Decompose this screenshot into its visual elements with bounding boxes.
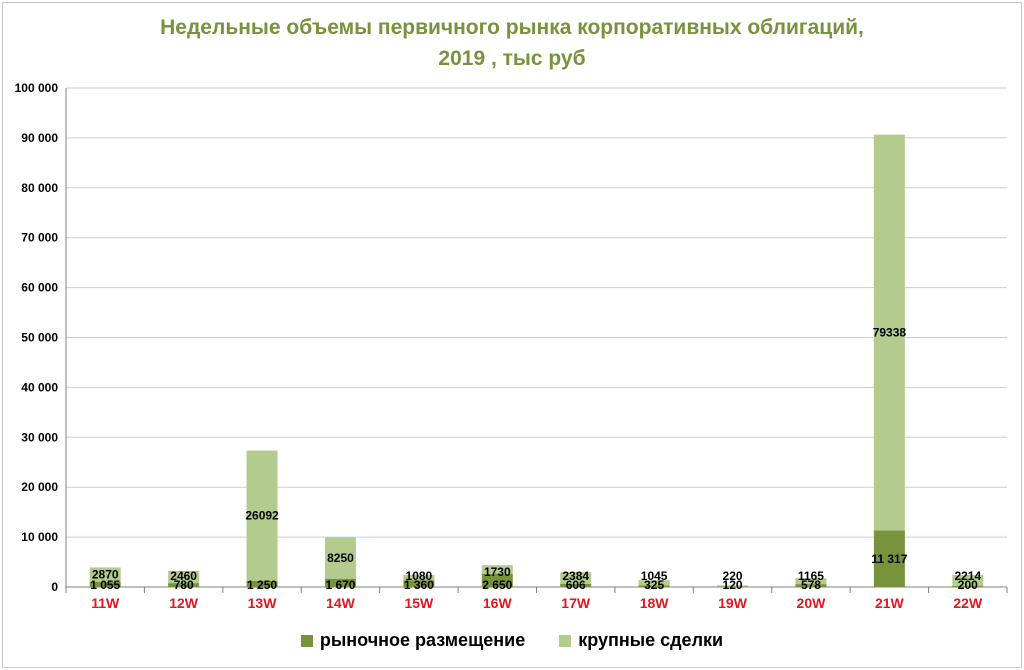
x-tick-label: 19W [718, 595, 748, 611]
bar-market-placement [168, 583, 200, 587]
bar-large-deals [481, 565, 513, 574]
legend-item-large: крупные сделки [559, 630, 723, 651]
y-tick-label: 100 000 [15, 81, 59, 95]
data-label-large: 2214 [954, 569, 981, 583]
y-tick-label: 20 000 [21, 480, 58, 494]
data-label-large: 26092 [245, 509, 279, 523]
bar-large-deals [246, 450, 278, 581]
data-label-large: 8250 [327, 551, 354, 565]
bar-large-deals [89, 567, 121, 582]
bar-market-placement [324, 578, 356, 587]
legend-label-market: рыночное размещение [319, 630, 526, 650]
data-label-market: 1 360 [404, 578, 434, 592]
x-tick-label: 15W [404, 595, 434, 611]
legend-item-market: рыночное размещение [300, 630, 526, 651]
data-label-large: 1730 [484, 565, 511, 579]
x-tick-label: 11W [91, 595, 120, 611]
legend-swatch-large [559, 634, 572, 647]
x-tick-label: 20W [797, 595, 827, 611]
data-label-large: 1045 [641, 569, 668, 583]
data-label-large: 79338 [873, 326, 907, 340]
data-label-market: 1 055 [90, 578, 120, 592]
bar-large-deals [638, 580, 670, 586]
data-label-large: 2384 [562, 569, 589, 583]
x-tick-label: 17W [561, 595, 591, 611]
chart-title-line-2: 2019 , тыс руб [438, 47, 586, 70]
y-tick-label: 90 000 [21, 131, 58, 145]
legend-label-large: крупные сделки [578, 630, 724, 650]
data-label-large: 1080 [406, 569, 433, 583]
bar-market-placement [246, 580, 278, 587]
bar-market-placement [717, 586, 749, 587]
chart-title-line-1: Недельные объемы первичного рынка корпор… [160, 16, 864, 39]
data-label-large: 2460 [170, 569, 197, 583]
bar-large-deals [873, 134, 905, 531]
y-tick-label: 60 000 [21, 281, 58, 295]
data-label-market: 200 [958, 578, 978, 592]
bar-large-deals [324, 537, 356, 579]
data-label-large: 1165 [798, 569, 824, 583]
bar-market-placement [795, 584, 827, 587]
data-label-market: 120 [723, 578, 743, 592]
bar-market-placement [952, 586, 984, 587]
bar-market-placement [638, 585, 670, 587]
legend: рыночное размещение крупные сделки [0, 630, 1024, 651]
data-label-market: 1 670 [325, 578, 355, 592]
x-tick-label: 14W [326, 595, 356, 611]
x-tick-label: 13W [248, 595, 278, 611]
bar-large-deals [952, 574, 984, 587]
bar-large-deals [795, 578, 827, 585]
y-tick-label: 40 000 [21, 380, 58, 394]
data-label-market: 780 [174, 578, 194, 592]
y-tick-label: 0 [51, 580, 58, 594]
chart-title: Недельные объемы первичного рынка корпор… [0, 12, 1024, 74]
bar-large-deals [560, 572, 592, 584]
data-label-market: 2 650 [482, 578, 512, 592]
data-label-market: 325 [644, 578, 664, 592]
data-label-market: 1 250 [247, 578, 277, 592]
y-tick-label: 30 000 [21, 430, 58, 444]
x-tick-label: 12W [169, 595, 199, 611]
bar-large-deals [403, 574, 435, 581]
y-tick-label: 70 000 [21, 231, 58, 245]
bar-market-placement [89, 581, 121, 587]
y-tick-label: 50 000 [21, 331, 58, 345]
bar-large-deals [717, 585, 749, 587]
y-tick-label: 80 000 [21, 181, 58, 195]
x-tick-label: 16W [483, 595, 513, 611]
data-label-market: 578 [801, 578, 821, 592]
x-tick-label: 21W [875, 595, 905, 611]
data-label-market: 11 317 [871, 552, 907, 566]
bar-market-placement [560, 583, 592, 587]
bar-large-deals [168, 570, 200, 584]
bar-market-placement [873, 530, 905, 587]
bar-market-placement [403, 580, 435, 587]
y-tick-label: 10 000 [21, 530, 58, 544]
data-label-large: 220 [723, 569, 743, 583]
bar-market-placement [481, 573, 513, 587]
data-label-large: 2870 [92, 567, 119, 581]
data-label-market: 606 [566, 578, 586, 592]
x-tick-label: 18W [640, 595, 670, 611]
x-tick-label: 22W [953, 595, 983, 611]
legend-swatch-market [300, 634, 313, 647]
